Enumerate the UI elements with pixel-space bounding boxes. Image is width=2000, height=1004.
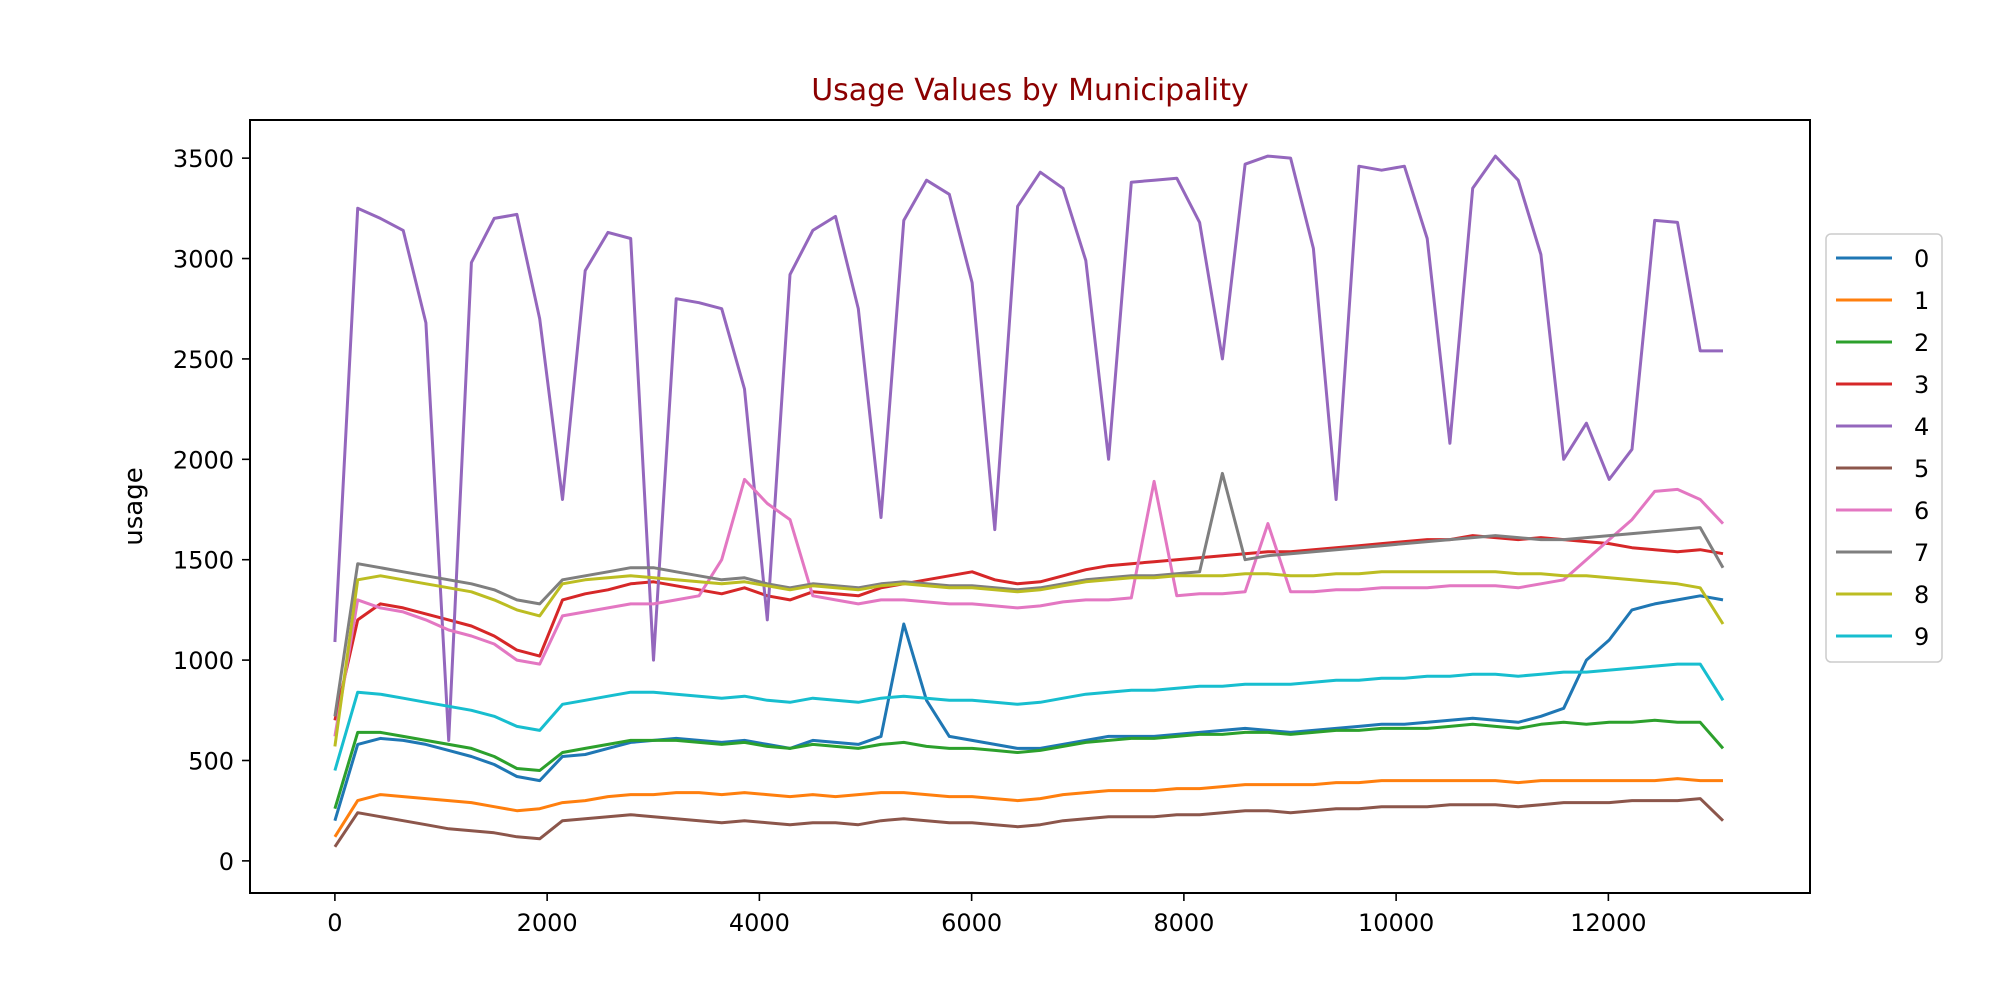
plot-lines [333,154,1725,848]
legend-label: 7 [1914,539,1929,567]
legend-label: 2 [1914,329,1929,357]
series-line-5 [333,797,1725,848]
legend-label: 6 [1914,497,1929,525]
chart-title: Usage Values by Municipality [811,73,1249,108]
y-tick-label: 3000 [173,246,234,274]
x-tick-label: 6000 [941,909,1002,937]
x-tick-label: 2000 [517,909,578,937]
x-tick-label: 10000 [1358,909,1434,937]
y-tick-label: 0 [219,848,234,876]
x-tick-label: 8000 [1153,909,1214,937]
y-tick-label: 2000 [173,446,234,474]
y-tick-label: 3500 [173,145,234,173]
plot-frame [249,119,1811,894]
y-axis: 0 500 1000 1500 2000 2500 3000 3500 [173,145,250,876]
series-line-9 [333,662,1725,771]
y-tick-label: 1000 [173,647,234,675]
series-line-4 [333,154,1723,742]
legend-label: 9 [1914,623,1929,651]
x-axis: 0 2000 4000 6000 8000 10000 12000 [327,893,1647,937]
legend-label: 3 [1914,371,1929,399]
y-tick-label: 2500 [173,346,234,374]
series-line-8 [333,570,1725,747]
legend-label: 5 [1914,455,1929,483]
series-line-1 [333,777,1723,838]
series-line-7 [333,471,1725,717]
series-line-6 [333,477,1725,737]
y-axis-label: usage [119,467,149,545]
legend-label: 0 [1914,245,1929,273]
x-tick-label: 4000 [729,909,790,937]
series-line-2 [333,718,1725,810]
legend-label: 1 [1914,287,1929,315]
legend-label: 8 [1914,581,1929,609]
y-tick-label: 1500 [173,547,234,575]
legend-label: 4 [1914,413,1929,441]
y-tick-label: 500 [188,747,234,775]
x-tick-label: 12000 [1570,909,1646,937]
legend: 0 1 2 3 4 5 6 7 8 9 [1825,233,1943,663]
series-line-0 [333,594,1724,822]
x-tick-label: 0 [327,909,342,937]
